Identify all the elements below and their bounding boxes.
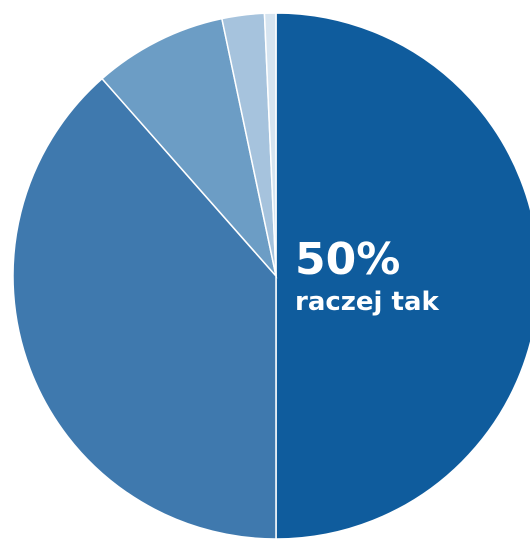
pie-slice-2 xyxy=(101,17,278,279)
pie-slice-0 xyxy=(275,12,530,539)
pie-slice-4 xyxy=(263,12,277,277)
pie-slices xyxy=(12,12,530,539)
slice-0-percent-label: 50% xyxy=(295,234,400,285)
pie-slice-1 xyxy=(12,77,277,539)
slice-0-category-label: raczej tak xyxy=(295,287,439,317)
pie-labels: 50% raczej tak xyxy=(295,234,439,317)
